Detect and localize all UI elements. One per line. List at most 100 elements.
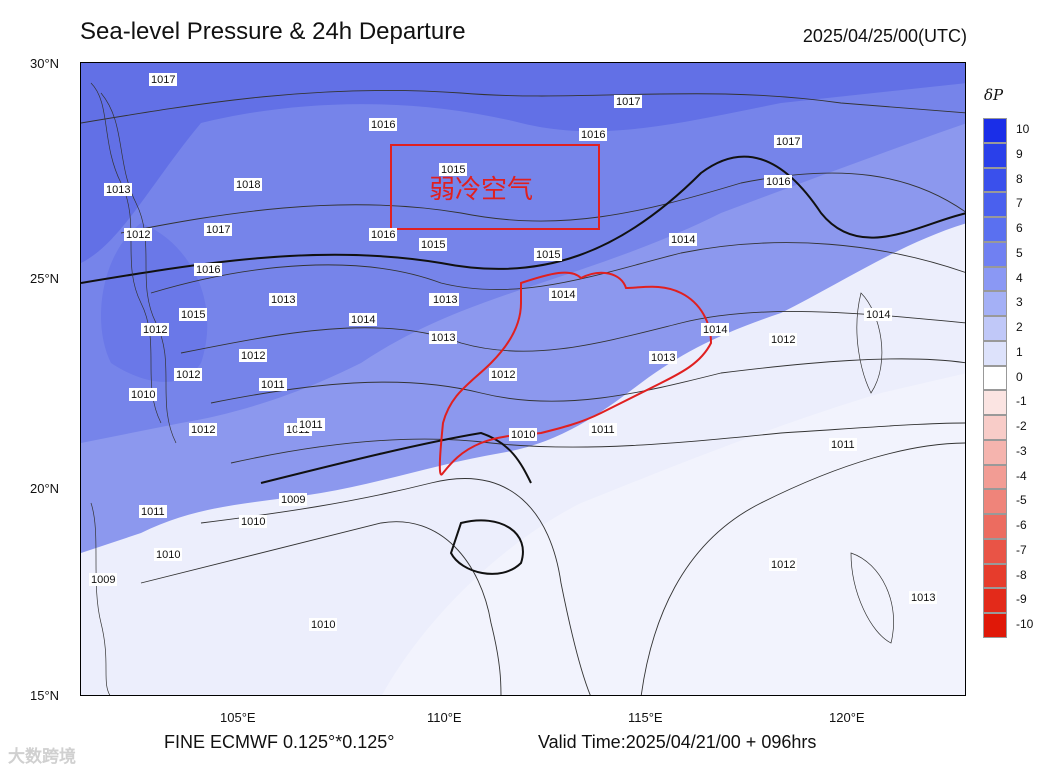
isobar-label-bg bbox=[179, 308, 207, 321]
isobar-label: 1013 bbox=[911, 592, 935, 604]
isobar-label-bg bbox=[204, 223, 232, 236]
isobar-label: 1009 bbox=[91, 574, 115, 586]
isobar-label-bg bbox=[764, 175, 792, 188]
isobar-label-bg bbox=[509, 428, 537, 441]
isobar-label-bg bbox=[774, 135, 802, 148]
isobar-label: 1014 bbox=[671, 234, 695, 246]
colorbar-label: -3 bbox=[1016, 443, 1027, 458]
isobar-label: 1014 bbox=[351, 314, 375, 326]
watermark-logo: 大数跨境 bbox=[8, 747, 76, 766]
pressure-map: 弱冷空气 1017 1017 1016 1017 1018 1013 1016 1017 101… bbox=[81, 63, 965, 695]
lon-label: 115°E bbox=[628, 710, 663, 725]
departure-zone-west bbox=[101, 223, 208, 382]
isobar-label-bg bbox=[701, 323, 729, 336]
isobar-label: 1017 bbox=[776, 136, 800, 148]
isobar-label: 1017 bbox=[151, 74, 175, 86]
isobar-label-bg bbox=[234, 178, 262, 191]
isobar-label-bg bbox=[489, 368, 517, 381]
colorbar-label: 0 bbox=[1016, 369, 1023, 384]
isobar-bold bbox=[81, 155, 965, 575]
colorbar-label: -5 bbox=[1016, 493, 1027, 508]
colorbar-cell bbox=[983, 142, 1007, 168]
lat-label: 15°N bbox=[30, 688, 60, 703]
isobar-label: 1014 bbox=[551, 289, 575, 301]
isobar-label: 1013 bbox=[651, 352, 675, 364]
isobar-label-bg bbox=[369, 228, 397, 241]
isobar-label-bg bbox=[141, 323, 169, 336]
isobar-label-bg bbox=[309, 618, 337, 631]
isobar-label: 1017 bbox=[616, 96, 640, 108]
colorbar-cell bbox=[983, 439, 1007, 465]
lon-label: 120°E bbox=[829, 710, 865, 725]
isobar-label-bg bbox=[174, 368, 202, 381]
colorbar-label: 3 bbox=[1016, 295, 1023, 310]
colorbar bbox=[983, 118, 1007, 638]
isobar-label-bg bbox=[419, 238, 447, 251]
isobar-label: 1011 bbox=[831, 439, 855, 451]
colorbar-label: -7 bbox=[1016, 542, 1027, 557]
isobar-label: 1012 bbox=[176, 369, 200, 381]
isobar-label: 1012 bbox=[241, 350, 265, 362]
colorbar-label: -8 bbox=[1016, 567, 1027, 582]
isobar-label: 1010 bbox=[241, 516, 265, 528]
colorbar-cell bbox=[983, 514, 1007, 539]
isobar-label: 1015 bbox=[181, 309, 205, 321]
isobar-label-bg bbox=[139, 505, 167, 518]
isobar-label: 1015 bbox=[421, 239, 445, 251]
isobar-label-bg bbox=[89, 573, 117, 586]
colorbar-cell bbox=[983, 340, 1007, 366]
isobar-label-bg bbox=[124, 228, 152, 241]
isobar-label: 1011 bbox=[591, 424, 615, 436]
isobar-label-bg bbox=[194, 263, 222, 276]
isobar-label: 1011 bbox=[141, 506, 165, 518]
colorbar-label: 4 bbox=[1016, 270, 1023, 285]
forecast-timestamp: 2025/04/25/00(UTC) bbox=[802, 26, 967, 46]
colorbar-label: -4 bbox=[1016, 468, 1027, 483]
colorbar-label: 10 bbox=[1016, 122, 1030, 136]
isobar-label: 1015 bbox=[441, 164, 465, 176]
guangdong-boundary bbox=[438, 271, 713, 476]
colorbar-label: 1 bbox=[1016, 344, 1023, 359]
isobar-label-bg bbox=[439, 163, 467, 176]
isobar-label: 1010 bbox=[511, 429, 535, 441]
colorbar-cell bbox=[983, 217, 1007, 242]
isobar-label-bg bbox=[769, 558, 797, 571]
isobar-label-bg bbox=[431, 293, 459, 306]
isobar-label: 1016 bbox=[766, 176, 790, 188]
colorbar-cell bbox=[983, 291, 1007, 316]
isobar-label-bg bbox=[909, 591, 937, 604]
isobar-label-bg bbox=[239, 349, 267, 362]
isobar-label: 1013 bbox=[431, 332, 455, 344]
isobar-label-bg bbox=[549, 288, 577, 301]
lon-label: 105°E bbox=[220, 710, 256, 725]
isobar-label-bg bbox=[104, 183, 132, 196]
map-panel: 弱冷空气 1017 1017 1016 1017 1018 1013 1016 1017 101… bbox=[80, 62, 966, 696]
isobar-lines bbox=[81, 89, 965, 695]
colorbar-cell bbox=[983, 266, 1007, 292]
isobar-label: 1018 bbox=[236, 179, 260, 191]
isobar-label-bg bbox=[649, 351, 677, 364]
departure-zone-stronger bbox=[81, 63, 965, 443]
colorbar-label: -9 bbox=[1016, 592, 1027, 607]
colorbar-cell bbox=[983, 588, 1007, 613]
lat-label: 30°N bbox=[30, 56, 60, 71]
isobar-label: 1016 bbox=[371, 119, 395, 131]
colorbar-label: -10 bbox=[1016, 617, 1034, 631]
colorbar-cell bbox=[983, 538, 1007, 564]
isobar-label: 1013 bbox=[106, 184, 130, 196]
isobar-label-bg bbox=[829, 438, 857, 451]
colorbar-cell bbox=[983, 192, 1007, 217]
cold-air-label: 弱冷空气 bbox=[429, 174, 533, 204]
page-title: Sea-level Pressure & 24h Departure bbox=[80, 18, 466, 45]
terrain-contours bbox=[90, 82, 894, 695]
isobar-label: 1014 bbox=[866, 309, 890, 321]
colorbar-label: -1 bbox=[1016, 394, 1027, 409]
legend-title: δP bbox=[984, 86, 1004, 104]
isobar-label-bg bbox=[769, 333, 797, 346]
colorbar-cell bbox=[983, 167, 1007, 193]
isobar-label-bg bbox=[864, 308, 892, 321]
colorbar-label: 8 bbox=[1016, 171, 1023, 186]
isobar-label-bg bbox=[297, 418, 325, 431]
isobar-label: 1013 bbox=[271, 294, 295, 306]
colorbar-cell bbox=[983, 464, 1007, 490]
